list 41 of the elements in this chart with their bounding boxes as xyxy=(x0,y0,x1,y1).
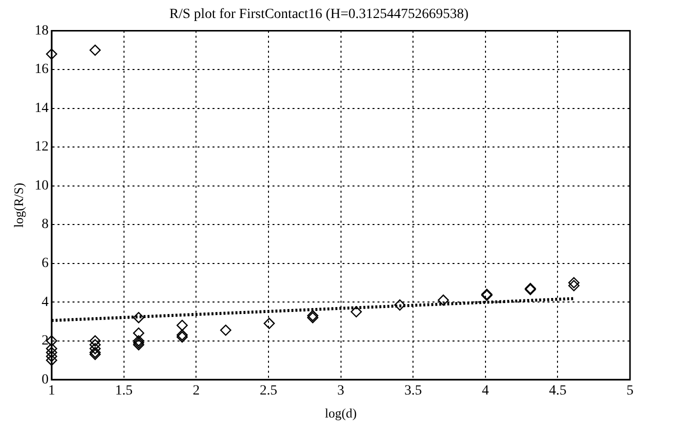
point xyxy=(264,318,275,330)
point xyxy=(90,335,101,346)
point xyxy=(394,299,406,311)
point xyxy=(46,48,58,60)
x-tick-label: 5 xyxy=(626,384,634,399)
point xyxy=(46,342,58,354)
point xyxy=(133,327,144,339)
point xyxy=(568,280,580,292)
y-tick-label: 14 xyxy=(34,100,49,116)
x-tick-label: 4.5 xyxy=(548,384,566,399)
x-tick-label: 4 xyxy=(482,384,489,399)
x-tick-label: 2 xyxy=(192,384,200,399)
point xyxy=(90,342,101,354)
x-tick-label: 1 xyxy=(48,384,56,399)
x-axis-title: log(d) xyxy=(324,406,357,421)
point xyxy=(568,277,580,288)
point xyxy=(176,320,188,331)
y-axis-title: log(R/S) xyxy=(11,182,26,228)
x-tick-label: 3 xyxy=(337,384,344,399)
y-tick-label: 6 xyxy=(42,256,49,272)
point xyxy=(90,339,101,350)
y-tick-label: 2 xyxy=(42,334,49,349)
y-tick-label: 8 xyxy=(42,217,49,232)
y-tick-label: 10 xyxy=(34,178,49,194)
chart-title: R/S plot for FirstContact16 (H=0.312544752669538) xyxy=(169,7,469,22)
x-tick-label: 3.5 xyxy=(404,384,422,399)
point xyxy=(46,350,58,362)
y-tick-label: 12 xyxy=(34,140,49,155)
point xyxy=(438,294,449,306)
x-tick-label: 1.5 xyxy=(115,384,133,399)
y-tick-label: 16 xyxy=(34,62,49,78)
x-tick-label: 2.5 xyxy=(260,384,278,399)
y-tick-label: 0 xyxy=(42,372,49,388)
y-tick-label: 18 xyxy=(34,23,49,38)
y-tick-label: 4 xyxy=(42,294,49,310)
point xyxy=(90,44,101,56)
point xyxy=(46,354,58,366)
point xyxy=(133,312,144,324)
point xyxy=(350,306,362,318)
point xyxy=(46,346,58,358)
point xyxy=(220,324,232,336)
